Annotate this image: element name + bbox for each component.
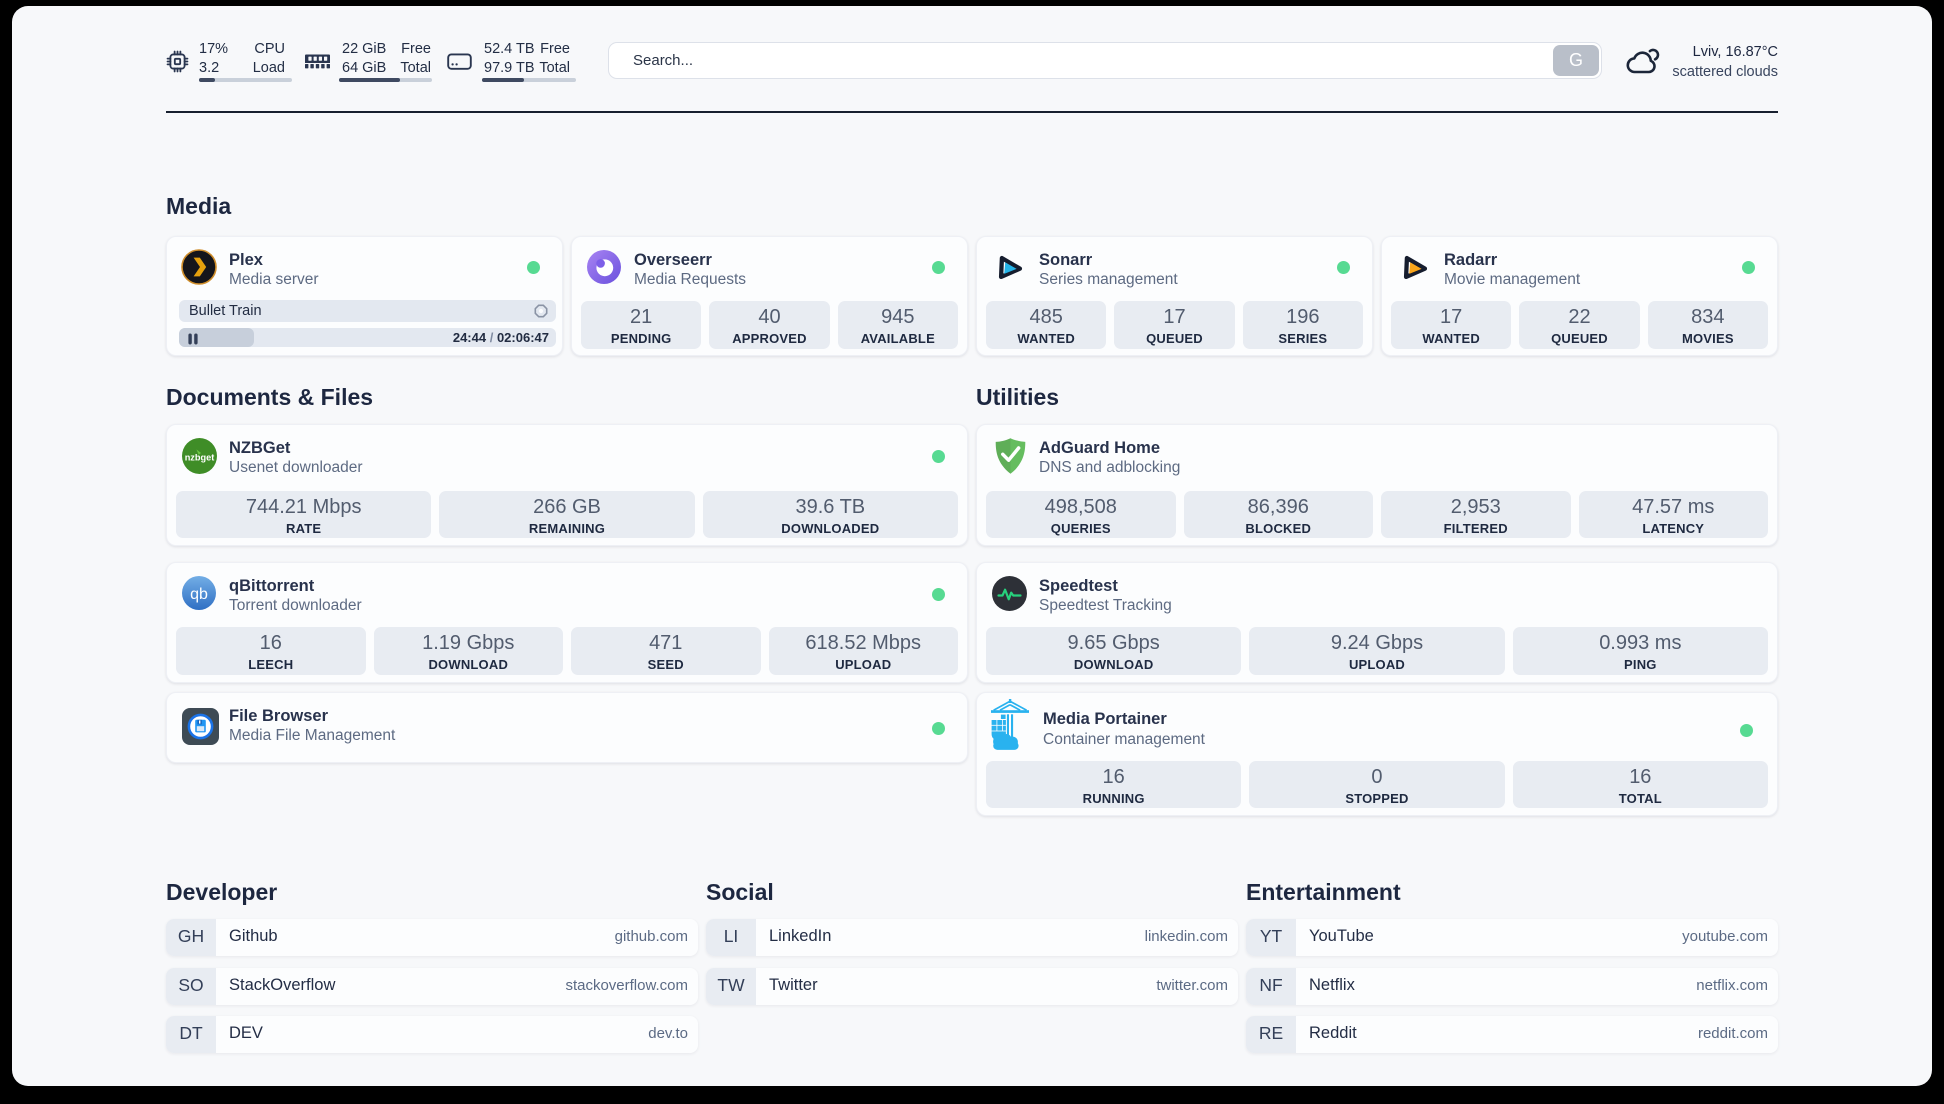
svg-text:qb: qb bbox=[190, 586, 208, 603]
svg-text:nzbget: nzbget bbox=[185, 453, 215, 463]
